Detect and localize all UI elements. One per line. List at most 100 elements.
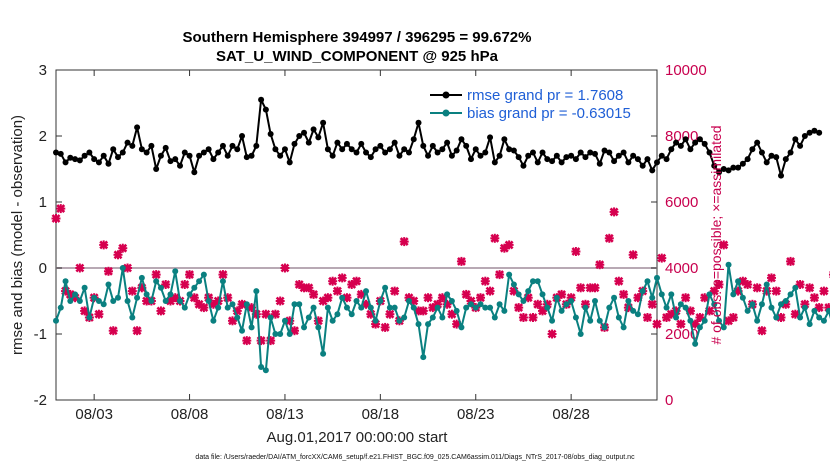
rmse-point	[239, 133, 246, 139]
legend: rmse grand pr = 1.7608 bias grand pr = -…	[425, 84, 655, 122]
rmse-point	[639, 162, 646, 169]
bias-point	[787, 291, 794, 298]
rmse-point	[320, 119, 327, 126]
right-tick-label: 0	[665, 392, 673, 409]
rmse-point	[448, 152, 455, 159]
obs-assimilated-point	[213, 296, 223, 306]
bias-point	[582, 304, 589, 311]
bias-point	[487, 304, 494, 311]
bias-point	[711, 301, 718, 308]
rmse-point	[62, 159, 69, 166]
rmse-point	[696, 136, 703, 143]
rmse-point	[181, 149, 188, 156]
bias-point	[720, 324, 727, 331]
rmse-point	[95, 159, 102, 166]
bias-point	[725, 261, 732, 268]
bias-point	[529, 278, 536, 285]
bias-point	[301, 324, 308, 331]
bias-point	[143, 291, 150, 298]
obs-assimilated-point	[218, 270, 228, 280]
bias-point	[668, 291, 675, 298]
bias-point	[587, 317, 594, 324]
bias-point	[463, 304, 470, 311]
rmse-point	[701, 140, 708, 147]
rmse-point	[386, 146, 393, 153]
rmse-point	[506, 146, 513, 153]
rmse-point	[615, 152, 622, 159]
rmse-point	[286, 159, 293, 166]
rmse-point	[463, 142, 470, 149]
rmse-point	[778, 172, 785, 179]
bias-point	[286, 331, 293, 337]
bias-point	[744, 307, 751, 314]
rmse-point	[444, 139, 451, 146]
rmse-point	[801, 133, 808, 139]
obs-assimilated-point	[628, 250, 638, 260]
rmse-point	[324, 146, 331, 153]
obs-assimilated-point	[719, 240, 729, 250]
left-tick-label: 3	[39, 62, 47, 79]
rmse-point	[596, 160, 603, 167]
bias-point	[167, 291, 174, 298]
rmse-point	[358, 140, 365, 147]
bias-point	[758, 301, 765, 308]
rmse-point	[315, 134, 322, 141]
rmse-point	[305, 139, 312, 146]
right-tick-label: 4000	[665, 260, 698, 277]
bias-point	[148, 298, 155, 304]
bias-point	[825, 307, 830, 314]
chart-title-line2: SAT_U_WIND_COMPONENT @ 925 hPa	[216, 48, 499, 65]
bias-point	[797, 314, 804, 321]
bias-point	[210, 317, 217, 324]
bias-point	[501, 307, 508, 314]
bias-point	[95, 298, 102, 304]
rmse-point	[630, 152, 637, 159]
rmse-point	[215, 149, 222, 156]
obs-assimilated-point	[399, 237, 409, 247]
bias-point	[572, 314, 579, 321]
rmse-point	[477, 152, 484, 159]
bias-point	[673, 314, 680, 321]
rmse-point	[115, 154, 122, 161]
rmse-point	[568, 152, 575, 159]
obs-assimilated-point	[805, 283, 815, 293]
obs-assimilated-point	[786, 256, 796, 266]
rmse-point	[186, 152, 193, 159]
chart-title-line1: Southern Hemisphere 394997 / 396295 = 99…	[183, 29, 532, 46]
obs-assimilated-point	[56, 204, 66, 214]
bias-point	[630, 307, 637, 314]
bias-point	[792, 284, 799, 291]
obs-assimilated-point	[127, 286, 137, 296]
bias-point	[367, 304, 374, 311]
rmse-point	[415, 119, 422, 126]
bias-point	[343, 304, 350, 311]
bias-point	[386, 304, 393, 311]
bias-series	[53, 261, 830, 374]
obs-assimilated-point	[328, 276, 338, 286]
bias-point	[611, 294, 618, 301]
rmse-point	[591, 150, 598, 157]
obs-assimilated-point	[614, 276, 624, 286]
bias-point	[420, 354, 427, 361]
rmse-point	[706, 149, 713, 156]
right-tick-label: 6000	[665, 194, 698, 211]
bias-point	[692, 340, 699, 347]
rmse-point	[453, 147, 460, 154]
rmse-point	[67, 154, 74, 161]
bias-point	[763, 281, 770, 288]
rmse-point	[482, 149, 489, 156]
rmse-point	[487, 134, 494, 141]
bias-point	[205, 298, 212, 304]
bias-point	[115, 294, 122, 301]
bias-point	[329, 317, 336, 324]
rmse-point	[716, 169, 723, 176]
rmse-point	[758, 149, 765, 156]
bias-point	[778, 301, 785, 308]
obs-assimilated-point	[504, 240, 514, 250]
rmse-point	[367, 154, 374, 161]
rmse-point	[816, 129, 823, 136]
obs-assimilated-point	[647, 299, 657, 309]
rmse-point	[787, 149, 794, 156]
rmse-point	[692, 139, 699, 146]
